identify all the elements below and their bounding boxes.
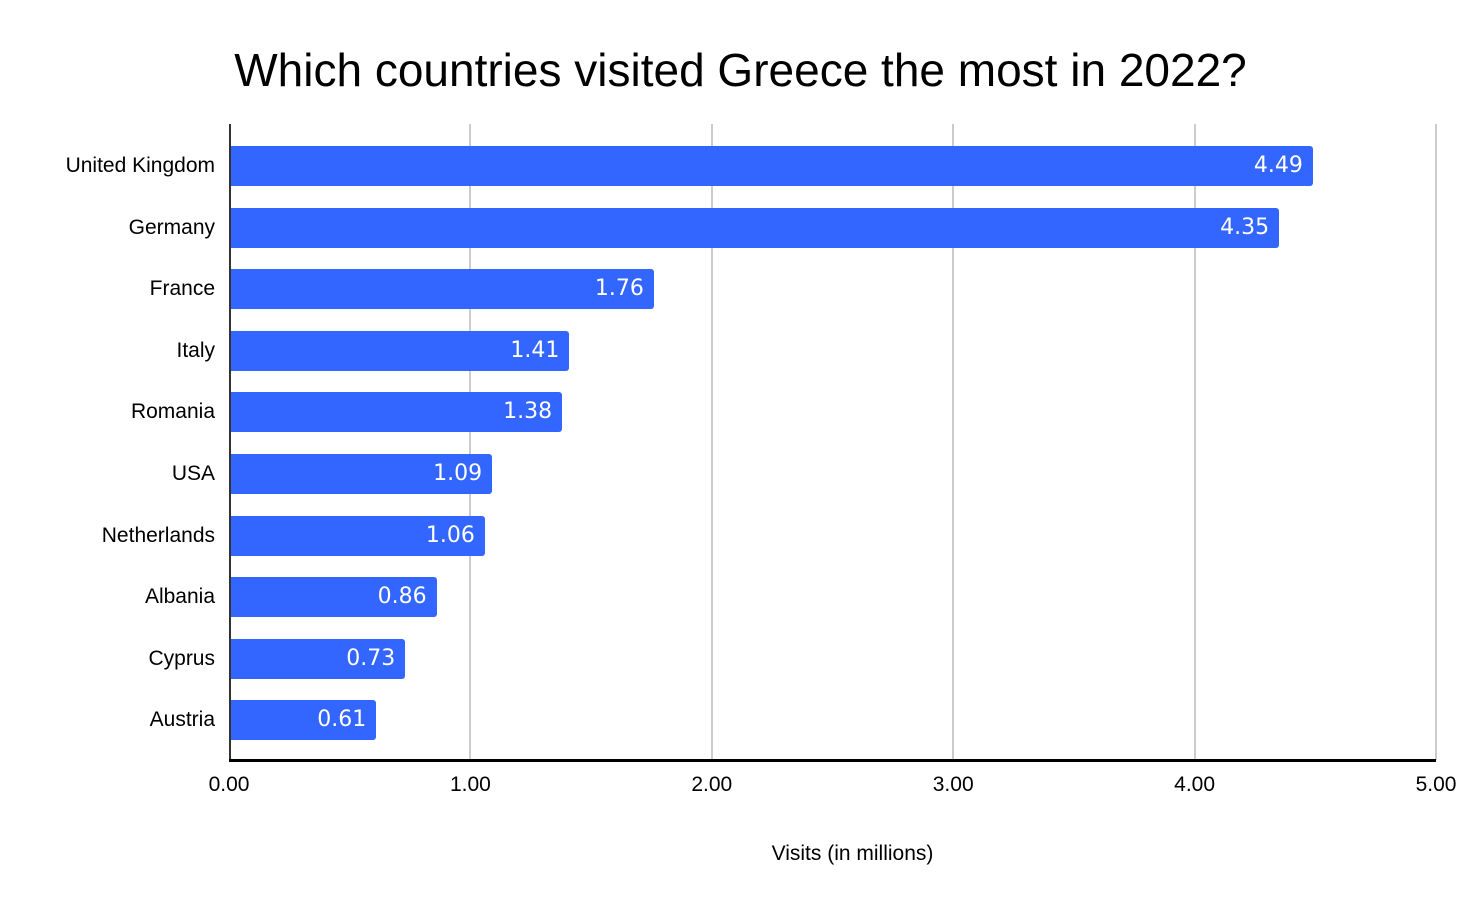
bar-row: 1.38 xyxy=(229,392,1436,433)
y-axis-line xyxy=(229,124,231,760)
bar-row: 0.73 xyxy=(229,638,1436,679)
bar-value-label: 0.61 xyxy=(317,707,367,733)
gridline xyxy=(469,124,472,760)
category-label: Cyprus xyxy=(148,646,215,670)
bar-value-label: 1.76 xyxy=(594,276,644,302)
bar-row: 4.49 xyxy=(229,146,1436,186)
bar-row: 0.86 xyxy=(229,577,1436,618)
category-label: Netherlands xyxy=(101,523,215,547)
category-label: Germany xyxy=(128,215,215,239)
category-label: Romania xyxy=(130,400,215,424)
gridline xyxy=(710,124,713,760)
bar[interactable]: 0.86 xyxy=(229,577,437,618)
bar[interactable]: 0.73 xyxy=(229,638,406,679)
category-label: Austria xyxy=(149,708,215,732)
x-tick-label: 1.00 xyxy=(449,773,491,796)
bar-value-label: 1.09 xyxy=(433,461,483,486)
category-label: Albania xyxy=(144,585,215,609)
chart-title: Which countries visited Greece the most … xyxy=(234,44,1247,96)
gridline xyxy=(1193,124,1196,760)
category-label: Italy xyxy=(176,338,215,362)
bar[interactable]: 1.38 xyxy=(229,392,563,433)
bar-value-label: 4.49 xyxy=(1253,153,1303,178)
x-tick-label: 4.00 xyxy=(1174,773,1216,796)
bar-value-label: 1.38 xyxy=(503,399,553,425)
x-tick-label: 5.00 xyxy=(1415,773,1457,796)
bar-value-label: 1.06 xyxy=(425,522,475,548)
bar-row: 1.41 xyxy=(229,330,1436,371)
category-label: USA xyxy=(171,462,215,485)
bar[interactable]: 1.41 xyxy=(229,330,570,371)
bar[interactable]: 4.35 xyxy=(229,207,1280,248)
category-label: United Kingdom xyxy=(65,154,215,177)
bar[interactable]: 1.06 xyxy=(229,515,485,556)
bar-row: 0.61 xyxy=(229,700,1436,741)
bar-row: 1.09 xyxy=(229,454,1436,494)
bar-value-label: 4.35 xyxy=(1220,214,1270,240)
bar[interactable]: 0.61 xyxy=(229,700,377,741)
x-tick-label: 3.00 xyxy=(932,773,974,796)
x-tick-label: 2.00 xyxy=(691,773,733,796)
bar-value-label: 0.73 xyxy=(346,645,396,671)
bar[interactable]: 1.09 xyxy=(229,454,493,494)
bar-row: 1.76 xyxy=(229,269,1436,310)
bar[interactable]: 1.76 xyxy=(229,269,654,310)
gridline xyxy=(952,124,955,760)
bar-row: 1.06 xyxy=(229,515,1436,556)
x-axis-line xyxy=(229,759,1436,762)
gridline xyxy=(1435,124,1437,760)
bar[interactable]: 4.49 xyxy=(229,146,1313,186)
bar-row: 4.35 xyxy=(229,207,1436,248)
x-axis-title: Visits (in millions) xyxy=(771,842,934,865)
bar-value-label: 1.41 xyxy=(510,337,560,363)
bar-value-label: 0.86 xyxy=(377,584,427,610)
x-tick-label: 0.00 xyxy=(208,773,250,796)
plot-area: 4.49 4.35 1.76 1.41 1.38 1.09 1.06 0.86 0.73 0.61 xyxy=(229,124,1437,762)
category-label: France xyxy=(149,277,215,301)
